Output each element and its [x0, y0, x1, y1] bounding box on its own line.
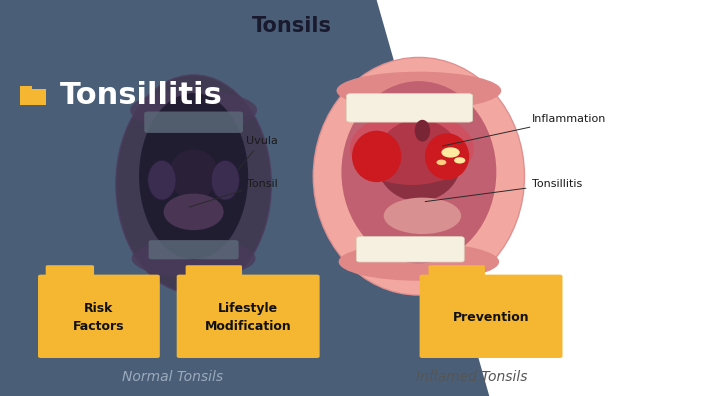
Ellipse shape [339, 243, 499, 281]
Text: Tonsil: Tonsil [189, 179, 278, 207]
Ellipse shape [341, 81, 496, 263]
Ellipse shape [163, 194, 224, 230]
Text: Tonsillitis: Tonsillitis [60, 80, 222, 110]
Ellipse shape [384, 198, 461, 234]
Text: Normal Tonsils: Normal Tonsils [122, 370, 223, 384]
Ellipse shape [352, 131, 401, 182]
Ellipse shape [337, 72, 501, 110]
Ellipse shape [313, 57, 524, 295]
Text: Prevention: Prevention [453, 311, 529, 324]
Ellipse shape [116, 75, 271, 293]
Ellipse shape [132, 238, 256, 278]
Circle shape [441, 147, 460, 158]
FancyBboxPatch shape [38, 275, 160, 358]
Text: Inflammation: Inflammation [443, 114, 606, 146]
Ellipse shape [425, 133, 469, 179]
Text: Lifestyle
Modification: Lifestyle Modification [205, 302, 291, 333]
FancyBboxPatch shape [429, 265, 485, 279]
Text: Tonsils: Tonsils [252, 16, 332, 36]
Ellipse shape [148, 160, 176, 200]
Text: Tonsillitis: Tonsillitis [425, 179, 582, 202]
Ellipse shape [376, 120, 462, 201]
Ellipse shape [169, 149, 218, 199]
Circle shape [454, 157, 465, 164]
Ellipse shape [130, 91, 257, 129]
Ellipse shape [211, 160, 239, 200]
Circle shape [436, 160, 446, 165]
Text: Inflamed Tonsils: Inflamed Tonsils [416, 370, 527, 384]
FancyBboxPatch shape [186, 265, 242, 279]
Bar [20, 86, 32, 90]
Polygon shape [0, 0, 489, 396]
FancyBboxPatch shape [144, 112, 243, 133]
FancyBboxPatch shape [356, 237, 464, 262]
Ellipse shape [139, 93, 249, 259]
FancyBboxPatch shape [346, 93, 472, 122]
Ellipse shape [350, 112, 474, 185]
FancyBboxPatch shape [20, 89, 46, 105]
FancyBboxPatch shape [420, 275, 562, 358]
Text: Risk
Factors: Risk Factors [73, 302, 125, 333]
FancyBboxPatch shape [46, 265, 94, 279]
Ellipse shape [415, 120, 430, 141]
Text: Uvula: Uvula [238, 135, 278, 170]
FancyBboxPatch shape [149, 240, 239, 259]
FancyBboxPatch shape [177, 275, 320, 358]
